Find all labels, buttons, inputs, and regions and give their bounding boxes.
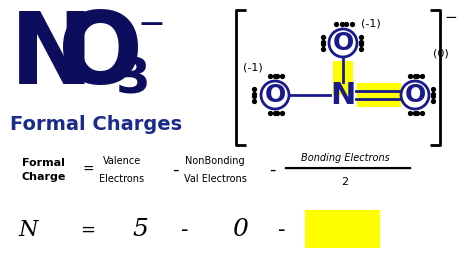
Bar — [305, 210, 380, 248]
Text: −: − — [444, 10, 457, 25]
Bar — [357, 83, 401, 107]
Bar — [333, 61, 353, 95]
Text: (-1): (-1) — [361, 18, 381, 28]
Text: =: = — [82, 163, 94, 177]
Text: (-1): (-1) — [243, 62, 263, 72]
Text: =: = — [81, 221, 95, 239]
Text: O: O — [332, 31, 354, 55]
Text: 0: 0 — [232, 218, 248, 242]
Text: O: O — [264, 83, 286, 107]
Text: O: O — [58, 8, 143, 105]
Text: NonBonding: NonBonding — [185, 156, 245, 166]
Text: Valence: Valence — [103, 156, 141, 166]
Text: −: − — [138, 8, 166, 41]
Text: N: N — [18, 219, 38, 241]
Text: 2: 2 — [341, 177, 348, 187]
Text: -: - — [278, 220, 286, 240]
Text: (0): (0) — [433, 48, 449, 58]
Text: -: - — [181, 220, 189, 240]
Text: Formal Charges: Formal Charges — [10, 115, 182, 134]
Text: Formal
Charge: Formal Charge — [22, 158, 66, 182]
Text: -: - — [172, 161, 178, 179]
Text: 5: 5 — [132, 218, 148, 242]
Text: N: N — [330, 81, 356, 110]
Text: N: N — [10, 8, 94, 105]
Text: Electrons: Electrons — [100, 174, 145, 184]
Text: -: - — [269, 161, 275, 179]
Text: 3: 3 — [116, 55, 151, 103]
Text: Val Electrons: Val Electrons — [183, 174, 246, 184]
Text: O: O — [404, 83, 426, 107]
Text: Bonding Electrons: Bonding Electrons — [301, 153, 389, 163]
